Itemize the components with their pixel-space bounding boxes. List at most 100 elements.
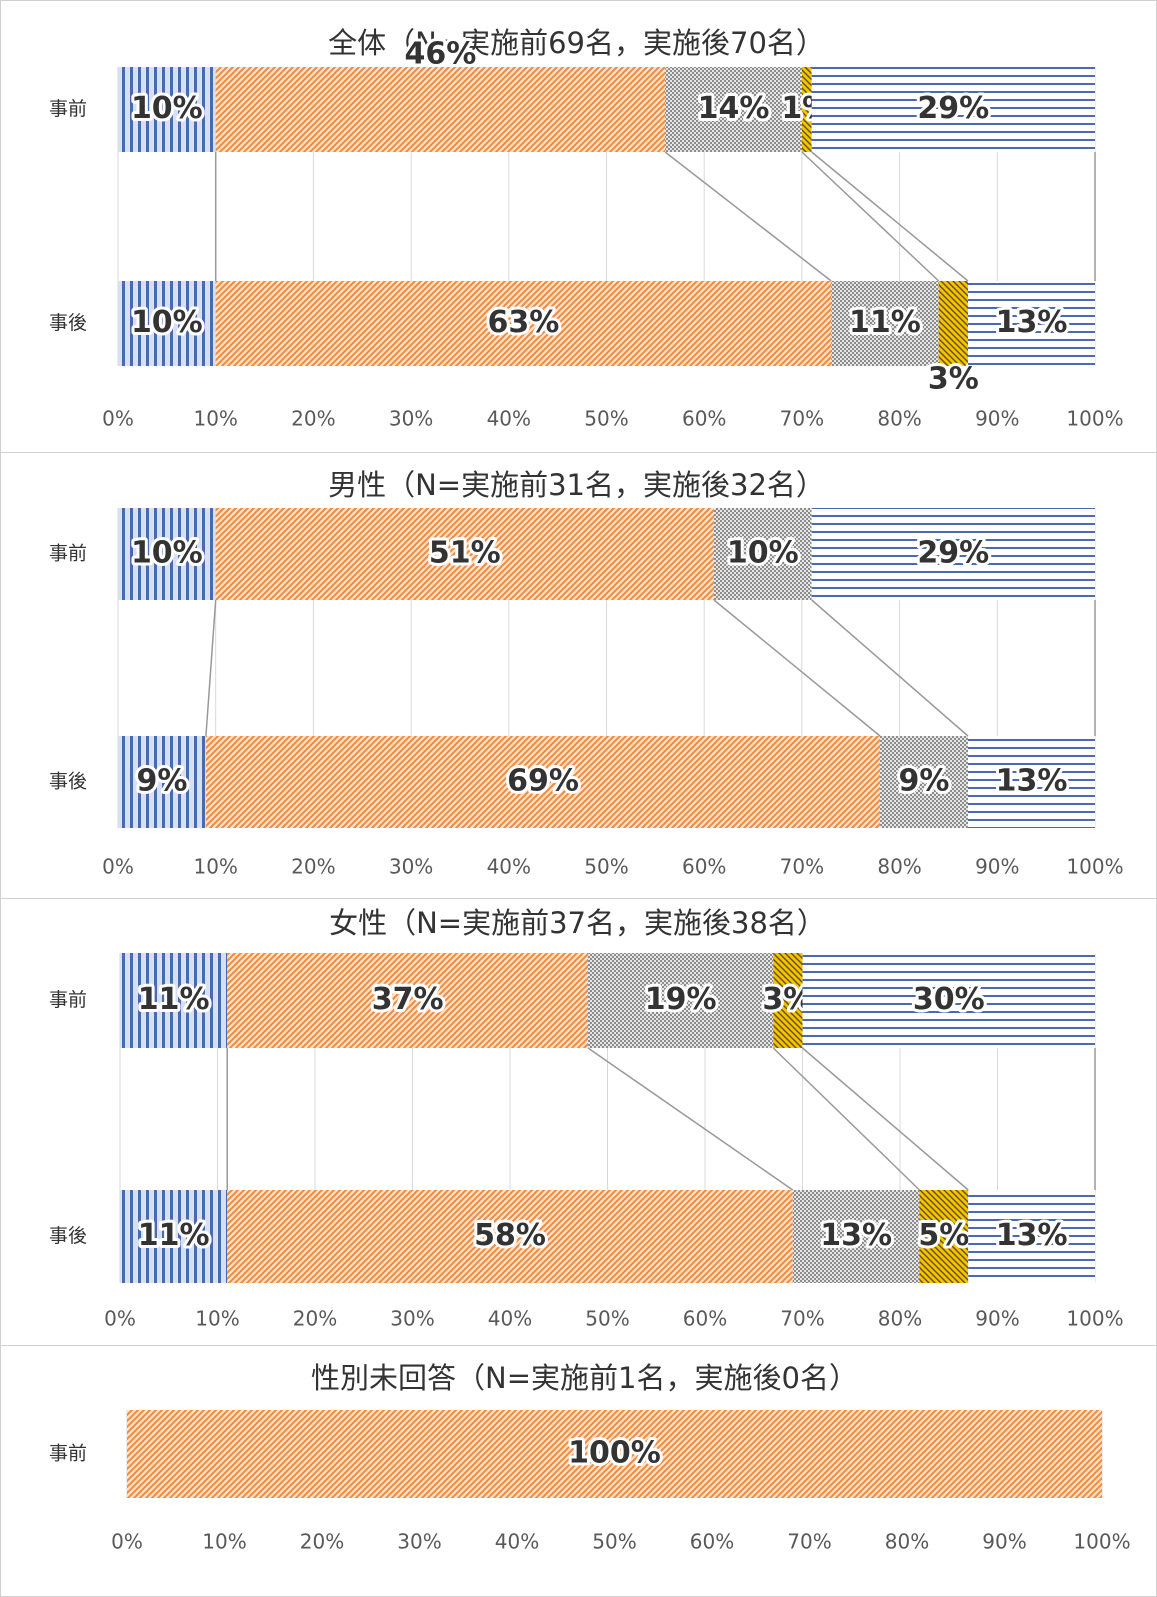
value-label: 30% [913, 982, 985, 1017]
x-tick-label: 100% [1066, 1307, 1123, 1331]
x-tick-label: 90% [975, 1307, 1019, 1331]
bar-segment [588, 953, 774, 1048]
connector-line [811, 151, 969, 282]
x-tick-label: 40% [488, 1307, 532, 1331]
value-label: 63% [488, 305, 560, 340]
value-label: 10% [131, 305, 203, 340]
value-label: 13% [996, 305, 1068, 340]
connector-line [811, 599, 969, 737]
connector-line [713, 599, 881, 737]
x-tick-label: 50% [592, 1530, 636, 1554]
x-tick-label: 10% [195, 1307, 239, 1331]
bar-segment [802, 953, 1095, 1048]
chart-title: 性別未回答（N=実施前1名，実施後0名） [311, 1361, 858, 1395]
bar-segment [118, 67, 216, 152]
x-tick-label: 30% [390, 1307, 434, 1331]
bar-segment [967, 736, 1095, 828]
x-tick-label: 10% [193, 407, 237, 431]
x-tick-label: 100% [1066, 407, 1123, 431]
x-tick-label: 60% [682, 855, 726, 879]
x-tick-label: 50% [584, 855, 628, 879]
value-label: 11% [849, 305, 921, 340]
bar-segment [831, 281, 939, 366]
value-label: 10% [131, 536, 203, 571]
value-label: 29% [917, 91, 989, 126]
value-label: 5% [918, 1218, 969, 1253]
x-tick-label: 0% [111, 1530, 143, 1554]
x-tick-label: 10% [202, 1530, 246, 1554]
category-label: 事後 [49, 1225, 87, 1247]
x-tick-label: 50% [585, 1307, 629, 1331]
bar-segment [227, 1190, 793, 1283]
bar-segment [773, 953, 803, 1048]
connector-line [664, 151, 832, 282]
value-label: 11% [138, 1218, 210, 1253]
value-label: 29% [917, 536, 989, 571]
category-label: 事前 [49, 98, 87, 120]
x-tick-label: 80% [885, 1530, 929, 1554]
x-tick-label: 70% [787, 1530, 831, 1554]
bar-segment [919, 1190, 969, 1283]
bar-segment [713, 508, 812, 600]
value-label: 9% [899, 764, 950, 799]
bar-segment [120, 1190, 228, 1283]
x-tick-label: 40% [495, 1530, 539, 1554]
value-label: 51% [429, 536, 501, 571]
x-tick-label: 60% [683, 1307, 727, 1331]
connector-line [801, 151, 940, 282]
value-label: 13% [996, 764, 1068, 799]
x-tick-label: 60% [682, 407, 726, 431]
x-tick-label: 0% [104, 1307, 136, 1331]
x-tick-label: 50% [584, 407, 628, 431]
x-tick-label: 20% [291, 407, 335, 431]
value-label: 37% [372, 982, 444, 1017]
chart-title: 全体（N=実施前69名，実施後70名） [328, 26, 825, 60]
bar-segment [205, 736, 881, 828]
bar-segment [801, 67, 812, 152]
value-label: 19% [645, 982, 717, 1017]
bar-segment [215, 281, 832, 366]
value-label: 46% [405, 37, 477, 72]
chart-title: 女性（N=実施前37名，実施後38名） [329, 906, 826, 940]
x-tick-label: 10% [193, 855, 237, 879]
value-label: 10% [131, 91, 203, 126]
x-tick-label: 80% [877, 407, 921, 431]
x-tick-label: 70% [780, 407, 824, 431]
x-tick-label: 0% [102, 855, 134, 879]
x-tick-label: 30% [397, 1530, 441, 1554]
x-tick-label: 80% [878, 1307, 922, 1331]
x-tick-label: 70% [780, 855, 824, 879]
x-tick-label: 0% [102, 407, 134, 431]
bar-segment [792, 1190, 920, 1283]
x-tick-label: 20% [300, 1530, 344, 1554]
bar-segment [118, 508, 216, 600]
category-label: 事前 [49, 543, 87, 565]
x-tick-label: 30% [389, 855, 433, 879]
bar-segment [215, 508, 714, 600]
value-label: 9% [136, 764, 187, 799]
value-label: 13% [996, 1218, 1068, 1253]
value-label: 58% [474, 1218, 546, 1253]
category-label: 事後 [49, 771, 87, 793]
bar-segment [127, 1410, 1102, 1498]
value-label: 69% [507, 764, 579, 799]
bar-segment [120, 953, 228, 1048]
value-label: 11% [138, 982, 210, 1017]
x-tick-label: 30% [389, 407, 433, 431]
x-tick-label: 90% [975, 407, 1019, 431]
bar-segment [118, 281, 216, 366]
connector-line [587, 1047, 794, 1191]
value-label: 14% [698, 91, 770, 126]
x-tick-label: 40% [487, 407, 531, 431]
category-label: 事前 [49, 989, 87, 1011]
x-tick-label: 20% [291, 855, 335, 879]
bar-segment [665, 67, 802, 152]
value-label: 10% [727, 536, 799, 571]
bar-segment [967, 281, 1095, 366]
category-label: 事後 [49, 312, 87, 334]
bar-segment [811, 508, 1095, 600]
category-label: 事前 [49, 1443, 87, 1465]
x-tick-label: 80% [877, 855, 921, 879]
value-label: 100% [568, 1436, 661, 1471]
